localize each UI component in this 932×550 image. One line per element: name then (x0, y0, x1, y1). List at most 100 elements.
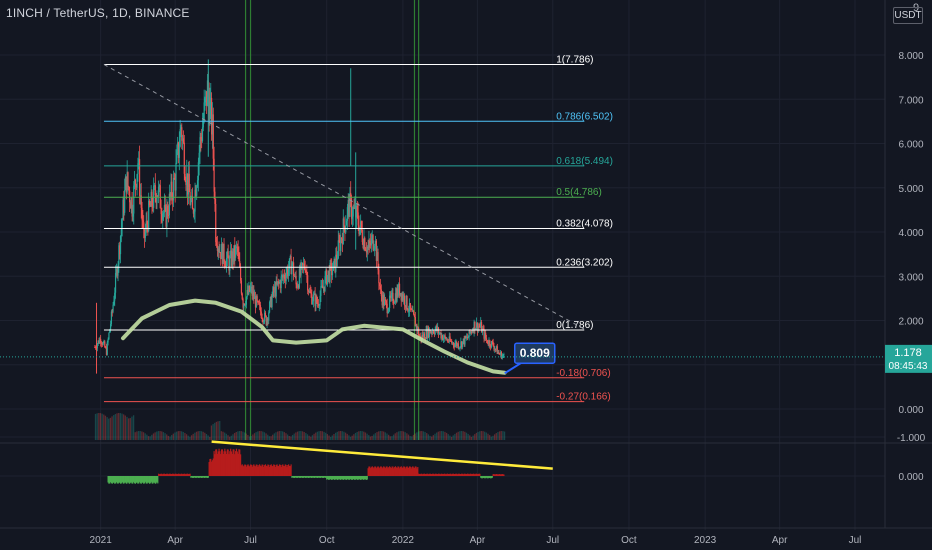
candle-body (177, 142, 179, 152)
histogram-bar (403, 466, 405, 476)
histogram-bar (384, 468, 387, 476)
candle-body (156, 195, 158, 203)
candle-body (390, 294, 392, 298)
candle-body (138, 159, 140, 164)
volume-bar (341, 431, 343, 440)
histogram-bar (485, 476, 488, 478)
candle-body (126, 172, 128, 193)
histogram-bar (342, 476, 344, 480)
candle-body (341, 238, 344, 245)
volume-bar (323, 431, 325, 440)
candle-body (264, 312, 266, 322)
candle-body (325, 270, 327, 277)
histogram-bar (476, 474, 479, 476)
histogram-bar (135, 476, 137, 483)
histogram-bar (471, 473, 474, 476)
histogram-bar (345, 476, 347, 480)
histogram-bar (219, 451, 221, 476)
symbol-title[interactable]: 1INCH / TetherUS, 1D, BINANCE (6, 6, 190, 20)
histogram-bar (350, 476, 353, 480)
volume-bar (316, 431, 319, 440)
volume-bar (200, 431, 203, 440)
hand-drawn-curve[interactable] (121, 298, 507, 375)
histogram-bar (133, 476, 135, 482)
fib-retracement[interactable]: 1(7.786) 0.786(6.502) 0.618(5.494) 0.5(4.78… (103, 54, 613, 403)
candle-body (143, 229, 146, 238)
candle-body (162, 212, 165, 214)
histogram-bar (442, 474, 445, 476)
histogram-bar (348, 476, 350, 480)
candle-body (383, 295, 385, 306)
candle-body (321, 285, 323, 287)
histogram-bar (225, 451, 227, 476)
volume-bar (225, 433, 227, 440)
histogram-bar (329, 476, 331, 480)
volume-bar (265, 433, 267, 440)
histogram-bar (278, 466, 280, 476)
volume-bar (119, 413, 122, 440)
volume-bar (371, 435, 373, 440)
volume-bar (364, 432, 367, 440)
candle-body (279, 281, 281, 289)
oscillator-support-line[interactable] (211, 440, 553, 470)
volume-bar (452, 435, 454, 440)
histogram-bar (275, 465, 277, 476)
candle-body (247, 290, 249, 294)
candle-body (302, 263, 305, 266)
candle-body (249, 287, 252, 292)
candle-body (350, 192, 352, 198)
histogram-bar (266, 466, 268, 476)
candle-body (348, 200, 350, 217)
histogram-bar (119, 476, 121, 483)
fib-level-label: 1(7.786) (556, 54, 593, 65)
candle-body (99, 338, 101, 344)
candle-body (442, 335, 444, 341)
histogram-bar (361, 476, 363, 480)
volume-bar (227, 435, 229, 440)
histogram-bar (254, 466, 257, 476)
candle-body (159, 185, 161, 209)
histogram-bar (440, 473, 442, 476)
candle-body (285, 274, 287, 282)
osc-tick-label: -1.000 (897, 433, 926, 444)
histogram-bar (397, 466, 399, 476)
histogram-bar (283, 465, 285, 476)
histogram-bar (223, 451, 225, 476)
candle-body (250, 286, 252, 288)
candle-body (153, 185, 156, 187)
volume-bar (445, 432, 448, 440)
volume-bar (450, 436, 453, 440)
histogram-bar (394, 466, 397, 476)
volume-bar (469, 435, 471, 440)
volume-bar (253, 433, 256, 440)
histogram-bar (410, 468, 412, 476)
candle-body (368, 240, 370, 248)
candle-body (292, 262, 295, 276)
volume-bar (258, 431, 261, 440)
candle-body (204, 98, 206, 103)
candle-body (283, 275, 286, 279)
candle-body (366, 247, 368, 253)
candle-body (172, 177, 175, 201)
current-price-badge[interactable] (885, 344, 932, 373)
candle-body (124, 190, 126, 213)
candle-body (485, 332, 487, 339)
descending-trendline[interactable] (103, 64, 587, 331)
candle-body (155, 195, 157, 203)
unit-label[interactable]: USDT (893, 7, 923, 24)
histogram-bar (344, 476, 346, 480)
callout-box[interactable] (513, 342, 556, 364)
candle-body (131, 198, 133, 217)
candle-body (326, 270, 328, 285)
candle-body (109, 324, 112, 330)
candle-body (496, 346, 498, 354)
volume-bar (151, 434, 153, 440)
candle-body (299, 268, 301, 276)
time-tick-label: Jul (546, 535, 559, 546)
candle-body (151, 191, 153, 206)
candle-body (239, 261, 241, 267)
volume-bar (176, 431, 178, 440)
volume-bar (391, 436, 393, 440)
histogram-bar (107, 476, 109, 483)
